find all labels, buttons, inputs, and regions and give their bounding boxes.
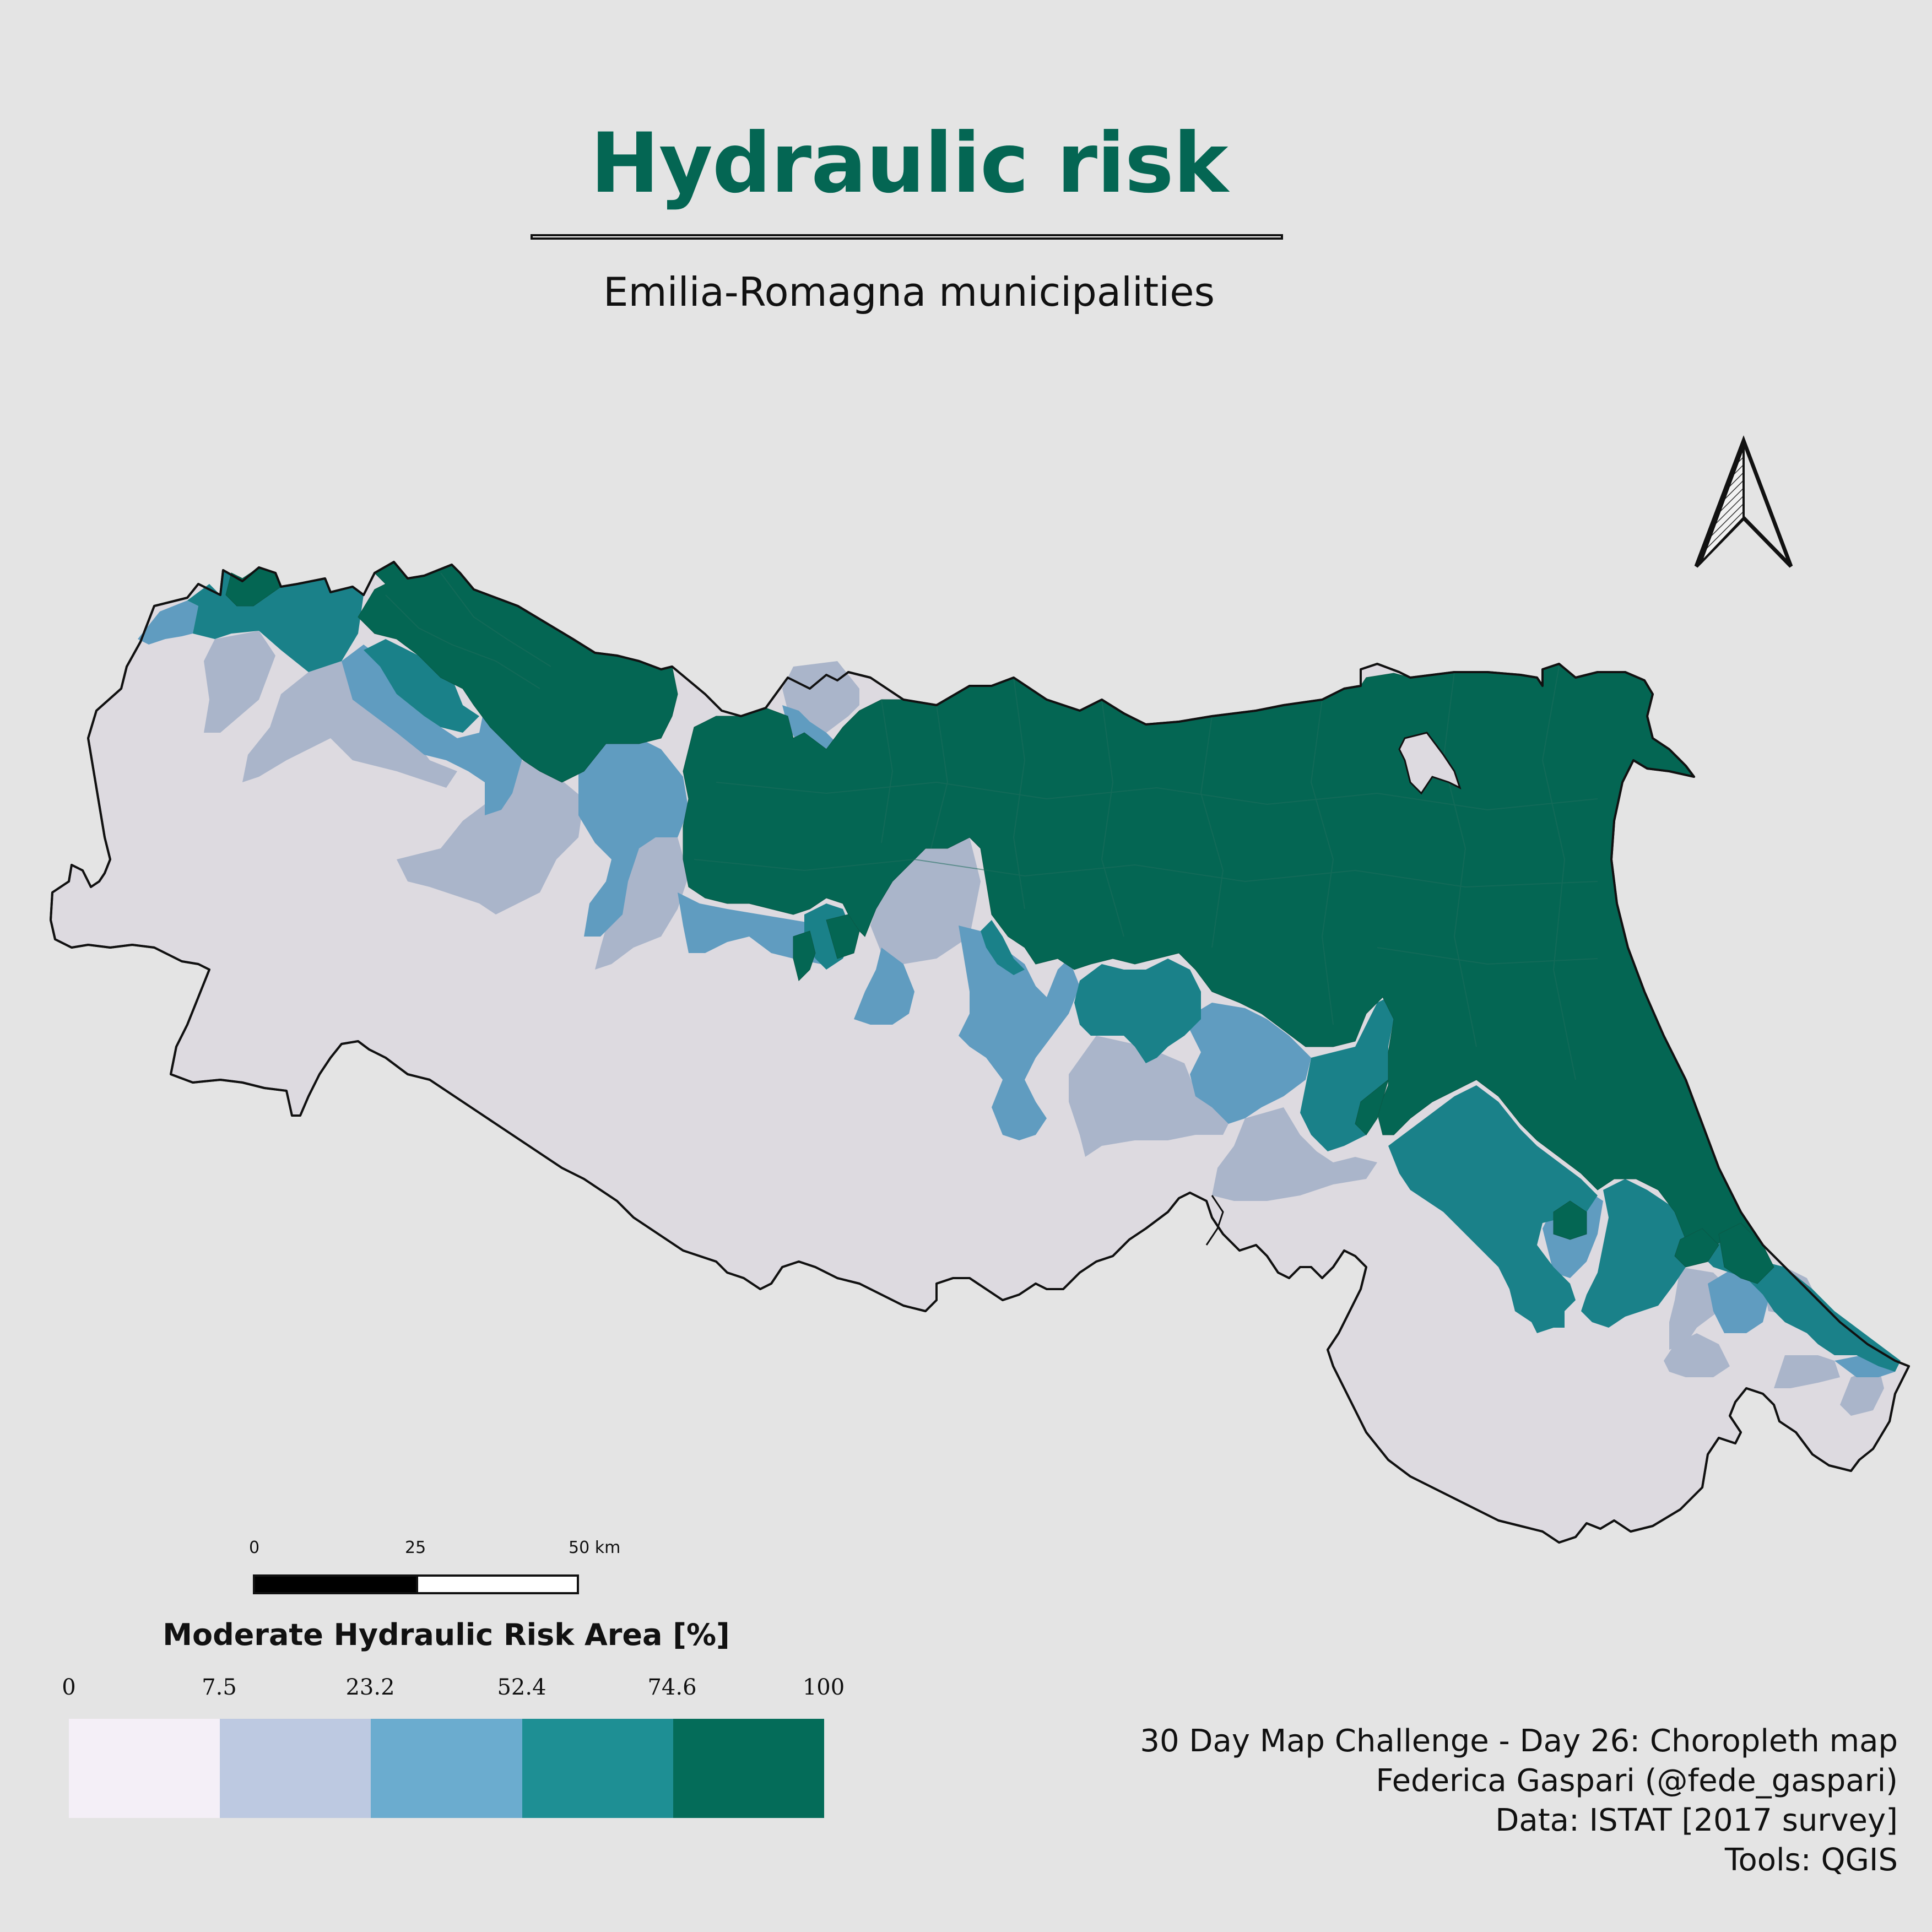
legend-break: 23.2 — [345, 1675, 394, 1700]
scale-label-50: 50 km — [569, 1538, 620, 1557]
credits-line: 30 Day Map Challenge - Day 26: Choroplet… — [1140, 1722, 1898, 1761]
north-arrow-icon — [1696, 441, 1791, 566]
credits-block: 30 Day Map Challenge - Day 26: Choroplet… — [1140, 1722, 1898, 1880]
legend-break: 0 — [62, 1675, 75, 1700]
legend-break: 74.6 — [647, 1675, 696, 1700]
legend-swatch — [522, 1719, 673, 1818]
legend-title: Moderate Hydraulic Risk Area [%] — [66, 1617, 826, 1652]
legend-break: 52.4 — [497, 1675, 546, 1700]
credits-line: Tools: QGIS — [1140, 1841, 1898, 1880]
legend-swatch — [673, 1719, 824, 1818]
scale-bar-white-segment — [416, 1574, 579, 1594]
legend-swatch — [371, 1719, 522, 1818]
legend-swatch — [220, 1719, 371, 1818]
credits-line: Federica Gaspari (@fede_gaspari) — [1140, 1761, 1898, 1801]
scale-label-0: 0 — [249, 1538, 259, 1557]
scale-label-25: 25 — [405, 1538, 426, 1557]
legend-swatch — [69, 1719, 220, 1818]
scale-bar-black-segment — [253, 1574, 418, 1594]
legend-break: 7.5 — [202, 1675, 237, 1700]
legend-break: 100 — [803, 1675, 845, 1700]
credits-line: Data: ISTAT [2017 survey] — [1140, 1801, 1898, 1841]
